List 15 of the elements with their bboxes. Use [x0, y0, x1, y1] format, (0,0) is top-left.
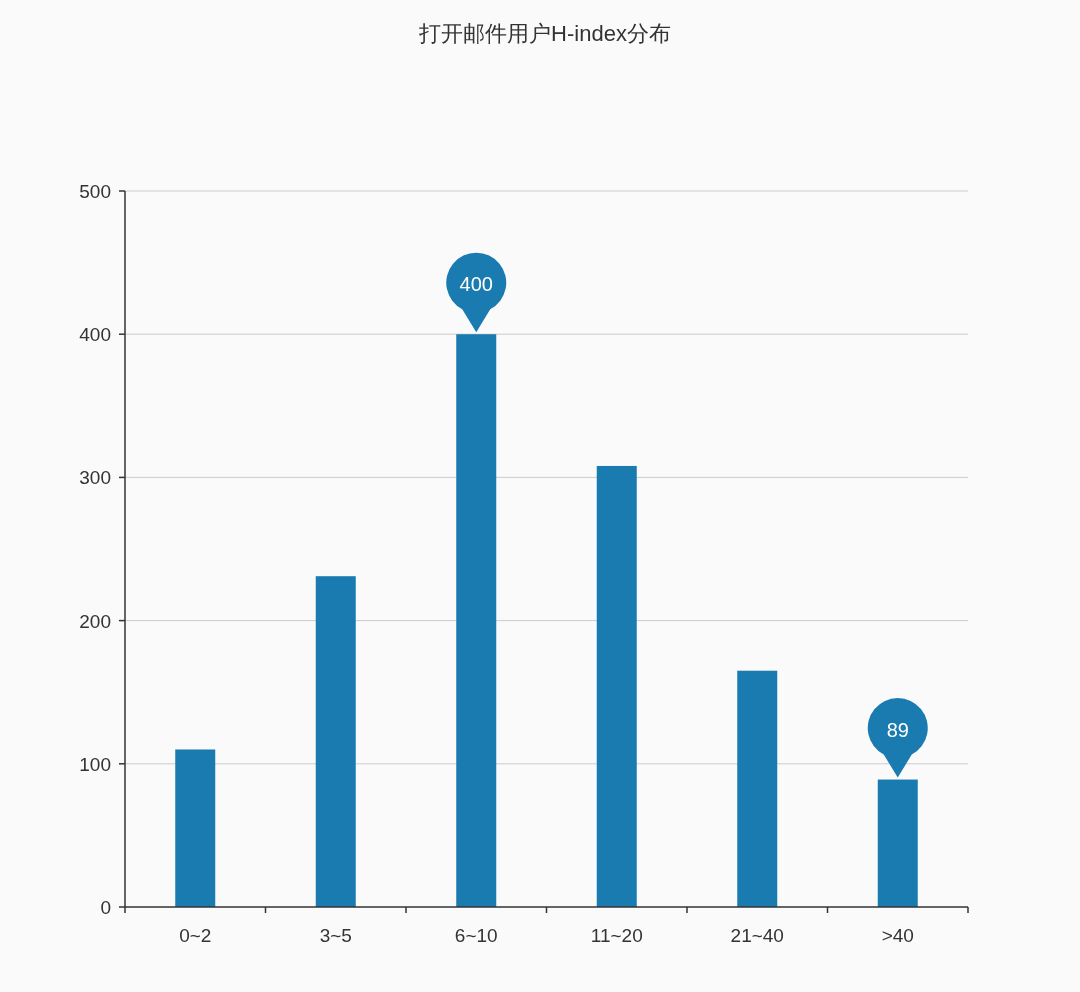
chart-title: 打开邮件用户H-index分布 [418, 21, 671, 46]
x-tick-label: 6~10 [454, 925, 498, 946]
y-tick-label: 300 [79, 467, 111, 489]
x-tick-label: >40 [881, 925, 914, 946]
y-tick-label: 0 [100, 897, 111, 918]
data-label: 89 [886, 718, 909, 741]
y-tick-label: 400 [79, 324, 111, 346]
x-tick-label: 11~20 [590, 925, 643, 946]
x-tick-label: 0~2 [179, 925, 212, 946]
y-tick-label: 500 [79, 181, 111, 202]
x-tick-label: 21~40 [730, 925, 784, 946]
x-tick-label: 3~5 [319, 925, 352, 946]
y-tick-label: 200 [79, 610, 111, 632]
y-tick-label: 100 [79, 753, 111, 775]
data-label: 400 [459, 273, 493, 296]
